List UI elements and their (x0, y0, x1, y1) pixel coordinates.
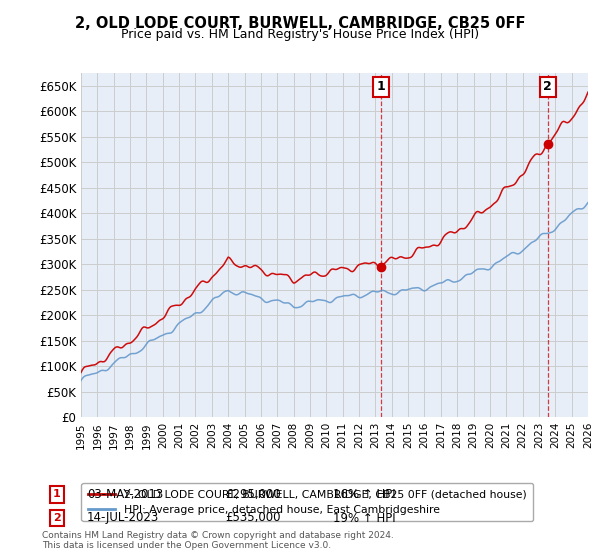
Text: 14-JUL-2023: 14-JUL-2023 (87, 511, 159, 525)
Text: 2, OLD LODE COURT, BURWELL, CAMBRIDGE, CB25 0FF: 2, OLD LODE COURT, BURWELL, CAMBRIDGE, C… (75, 16, 525, 31)
Text: 19% ↑ HPI: 19% ↑ HPI (333, 511, 395, 525)
Text: £535,000: £535,000 (225, 511, 281, 525)
Text: 03-MAY-2013: 03-MAY-2013 (87, 488, 163, 501)
Text: 2: 2 (544, 80, 552, 93)
Text: 16% ↑ HPI: 16% ↑ HPI (333, 488, 395, 501)
Text: 1: 1 (377, 80, 385, 93)
Text: 1: 1 (53, 489, 61, 500)
Text: 2: 2 (53, 513, 61, 523)
Text: Price paid vs. HM Land Registry's House Price Index (HPI): Price paid vs. HM Land Registry's House … (121, 28, 479, 41)
Text: £295,000: £295,000 (225, 488, 281, 501)
Legend: 2, OLD LODE COURT, BURWELL, CAMBRIDGE, CB25 0FF (detached house), HPI: Average p: 2, OLD LODE COURT, BURWELL, CAMBRIDGE, C… (82, 483, 533, 521)
Text: Contains HM Land Registry data © Crown copyright and database right 2024.
This d: Contains HM Land Registry data © Crown c… (42, 530, 394, 550)
